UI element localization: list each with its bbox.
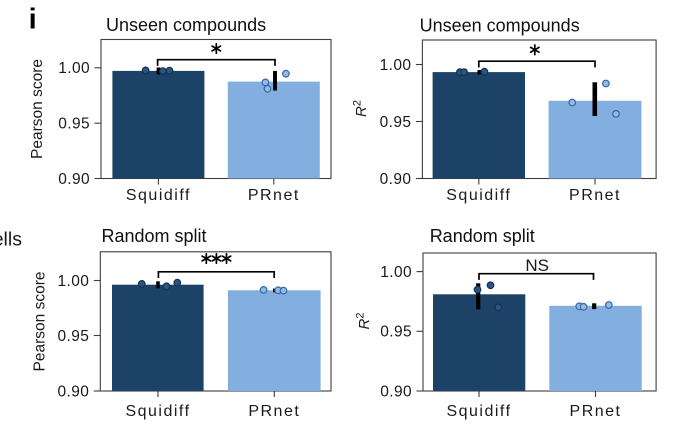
svg-text:Random split: Random split	[102, 226, 207, 246]
svg-text:Pearson score: Pearson score	[31, 272, 48, 372]
svg-text:0.95: 0.95	[58, 328, 90, 345]
svg-text:Squidiff: Squidiff	[446, 403, 511, 420]
svg-text:1.00: 1.00	[58, 60, 90, 77]
svg-text:PRnet: PRnet	[569, 187, 621, 204]
svg-text:PRnet: PRnet	[570, 403, 622, 420]
svg-text:0.95: 0.95	[380, 324, 412, 341]
svg-text:0.90: 0.90	[58, 383, 90, 400]
svg-text:1.00: 1.00	[380, 264, 412, 281]
svg-text:Unseen compounds: Unseen compounds	[106, 15, 266, 35]
svg-text:0.95: 0.95	[58, 116, 90, 133]
svg-text:Squidiff: Squidiff	[126, 187, 191, 204]
svg-text:1.00: 1.00	[380, 57, 412, 74]
svg-text:Squidiff: Squidiff	[446, 187, 511, 204]
svg-text:PRnet: PRnet	[248, 403, 300, 420]
svg-text:0.90: 0.90	[380, 171, 412, 188]
svg-text:1.00: 1.00	[58, 273, 90, 290]
svg-text:i: i	[29, 3, 37, 35]
svg-text:Pearson score: Pearson score	[29, 59, 46, 159]
svg-text:0.95: 0.95	[380, 114, 412, 131]
svg-text:Random split: Random split	[430, 226, 535, 246]
svg-text:0.90: 0.90	[58, 171, 90, 188]
svg-text:NS: NS	[525, 256, 549, 275]
svg-text:0.90: 0.90	[380, 383, 412, 400]
svg-text:Unseen compounds: Unseen compounds	[420, 15, 580, 35]
svg-text:PRnet: PRnet	[248, 187, 300, 204]
svg-text:ells: ells	[0, 229, 22, 251]
svg-text:Squidiff: Squidiff	[125, 403, 190, 420]
